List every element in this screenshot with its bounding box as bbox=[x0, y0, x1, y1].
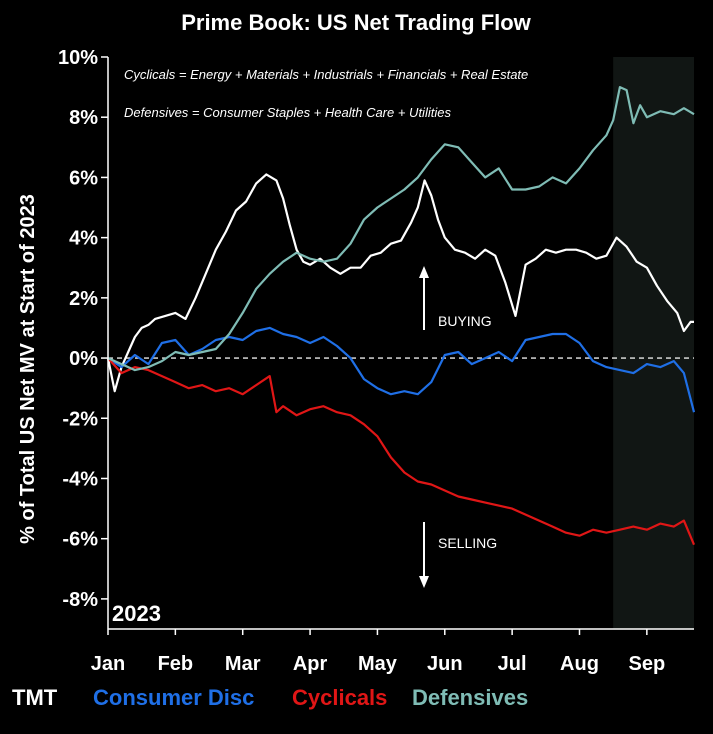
legend-item-tmt: TMT bbox=[12, 685, 58, 710]
x-tick-label: Jan bbox=[91, 653, 125, 675]
legend-item-cyclicals: Cyclicals bbox=[292, 685, 387, 710]
annotation-buying: BUYING bbox=[438, 313, 492, 329]
chart-title: Prime Book: US Net Trading Flow bbox=[181, 10, 531, 35]
x-tick-label: Apr bbox=[293, 653, 328, 675]
x-tick-label: Aug bbox=[560, 653, 599, 675]
plot-background bbox=[108, 57, 694, 629]
x-tick-label: Sep bbox=[629, 653, 666, 675]
y-tick-label: -6% bbox=[62, 529, 98, 551]
y-tick-label: -8% bbox=[62, 589, 98, 611]
y-tick-label: 0% bbox=[69, 348, 98, 370]
y-tick-label: -4% bbox=[62, 468, 98, 490]
series-line-defensives bbox=[107, 86, 695, 372]
annotation-selling: SELLING bbox=[438, 535, 497, 551]
legend-item-consumer-disc: Consumer Disc bbox=[93, 685, 254, 710]
x-tick-label: Jun bbox=[427, 653, 463, 675]
y-tick-label: 8% bbox=[69, 107, 98, 129]
series-line-cyclicals bbox=[107, 357, 696, 546]
buying-arrowhead bbox=[419, 266, 429, 278]
year-label: 2023 bbox=[112, 601, 161, 626]
legend: TMT Consumer Disc Cyclicals Defensives bbox=[12, 685, 528, 710]
y-tick-label: -2% bbox=[62, 408, 98, 430]
selling-arrowhead bbox=[419, 576, 429, 588]
x-tick-label: May bbox=[358, 653, 398, 675]
y-tick-label: 6% bbox=[69, 167, 98, 189]
shaded-region bbox=[613, 57, 694, 629]
y-tick-label: 2% bbox=[69, 288, 98, 310]
annotation-cyclicals-definition: Cyclicals = Energy + Materials + Industr… bbox=[124, 67, 528, 82]
series-line-consumer-disc bbox=[107, 326, 696, 413]
x-tick-label: Feb bbox=[158, 653, 194, 675]
x-tick-label: Mar bbox=[225, 653, 261, 675]
plot-area: 10% 8% 6% 4% 2% 0% -2% -4% -6% -8% Jan Feb Mar Apr May… bbox=[58, 47, 696, 675]
y-tick-label: 4% bbox=[69, 228, 98, 250]
x-tick-label: Jul bbox=[498, 653, 527, 675]
y-tick-label: 10% bbox=[58, 47, 98, 69]
annotation-defensives-definition: Defensives = Consumer Staples + Health C… bbox=[124, 105, 451, 120]
legend-item-defensives: Defensives bbox=[412, 685, 528, 710]
series-line-tmt bbox=[106, 173, 694, 393]
y-axis-label: % of Total US Net MV at Start of 2023 bbox=[17, 194, 39, 544]
